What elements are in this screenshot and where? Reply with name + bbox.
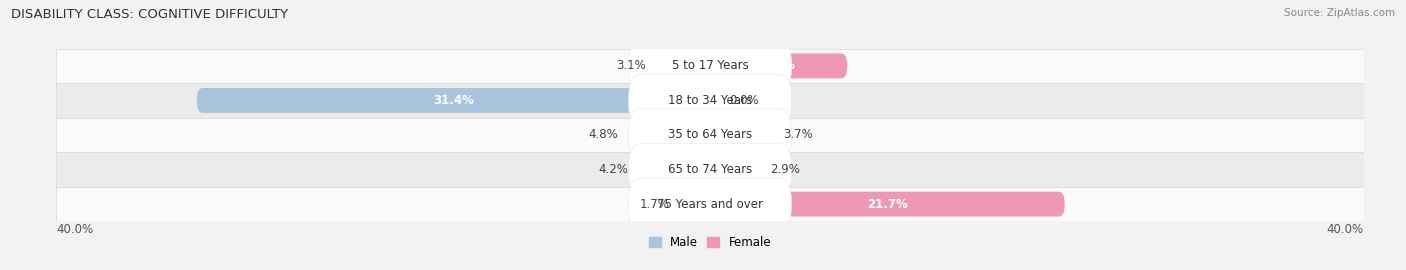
Text: 4.8%: 4.8% [589, 129, 619, 141]
FancyBboxPatch shape [710, 157, 758, 182]
FancyBboxPatch shape [628, 178, 792, 230]
FancyBboxPatch shape [56, 49, 1364, 83]
Text: 18 to 34 Years: 18 to 34 Years [668, 94, 752, 107]
Text: 21.7%: 21.7% [868, 198, 908, 211]
Text: 1.7%: 1.7% [640, 198, 669, 211]
Text: 2.9%: 2.9% [770, 163, 800, 176]
FancyBboxPatch shape [628, 109, 792, 161]
FancyBboxPatch shape [628, 40, 792, 92]
Text: 5 to 17 Years: 5 to 17 Years [672, 59, 748, 72]
Text: Source: ZipAtlas.com: Source: ZipAtlas.com [1284, 8, 1395, 18]
FancyBboxPatch shape [56, 152, 1364, 187]
Text: 35 to 64 Years: 35 to 64 Years [668, 129, 752, 141]
FancyBboxPatch shape [682, 192, 710, 217]
FancyBboxPatch shape [659, 53, 710, 78]
FancyBboxPatch shape [628, 74, 792, 127]
Text: 3.7%: 3.7% [783, 129, 813, 141]
FancyBboxPatch shape [197, 88, 710, 113]
FancyBboxPatch shape [56, 83, 1364, 118]
FancyBboxPatch shape [710, 88, 717, 113]
FancyBboxPatch shape [710, 123, 770, 147]
Text: 40.0%: 40.0% [56, 224, 93, 237]
FancyBboxPatch shape [641, 157, 710, 182]
FancyBboxPatch shape [710, 53, 848, 78]
Text: 4.2%: 4.2% [599, 163, 628, 176]
Text: 31.4%: 31.4% [433, 94, 474, 107]
Legend: Male, Female: Male, Female [644, 231, 776, 254]
Text: 40.0%: 40.0% [1327, 224, 1364, 237]
Text: 65 to 74 Years: 65 to 74 Years [668, 163, 752, 176]
FancyBboxPatch shape [56, 187, 1364, 221]
Text: DISABILITY CLASS: COGNITIVE DIFFICULTY: DISABILITY CLASS: COGNITIVE DIFFICULTY [11, 8, 288, 21]
Text: 0.0%: 0.0% [730, 94, 759, 107]
Text: 75 Years and over: 75 Years and over [657, 198, 763, 211]
Text: 8.4%: 8.4% [762, 59, 796, 72]
FancyBboxPatch shape [56, 118, 1364, 152]
FancyBboxPatch shape [710, 192, 1064, 217]
FancyBboxPatch shape [631, 123, 710, 147]
Text: 3.1%: 3.1% [617, 59, 647, 72]
FancyBboxPatch shape [628, 143, 792, 196]
